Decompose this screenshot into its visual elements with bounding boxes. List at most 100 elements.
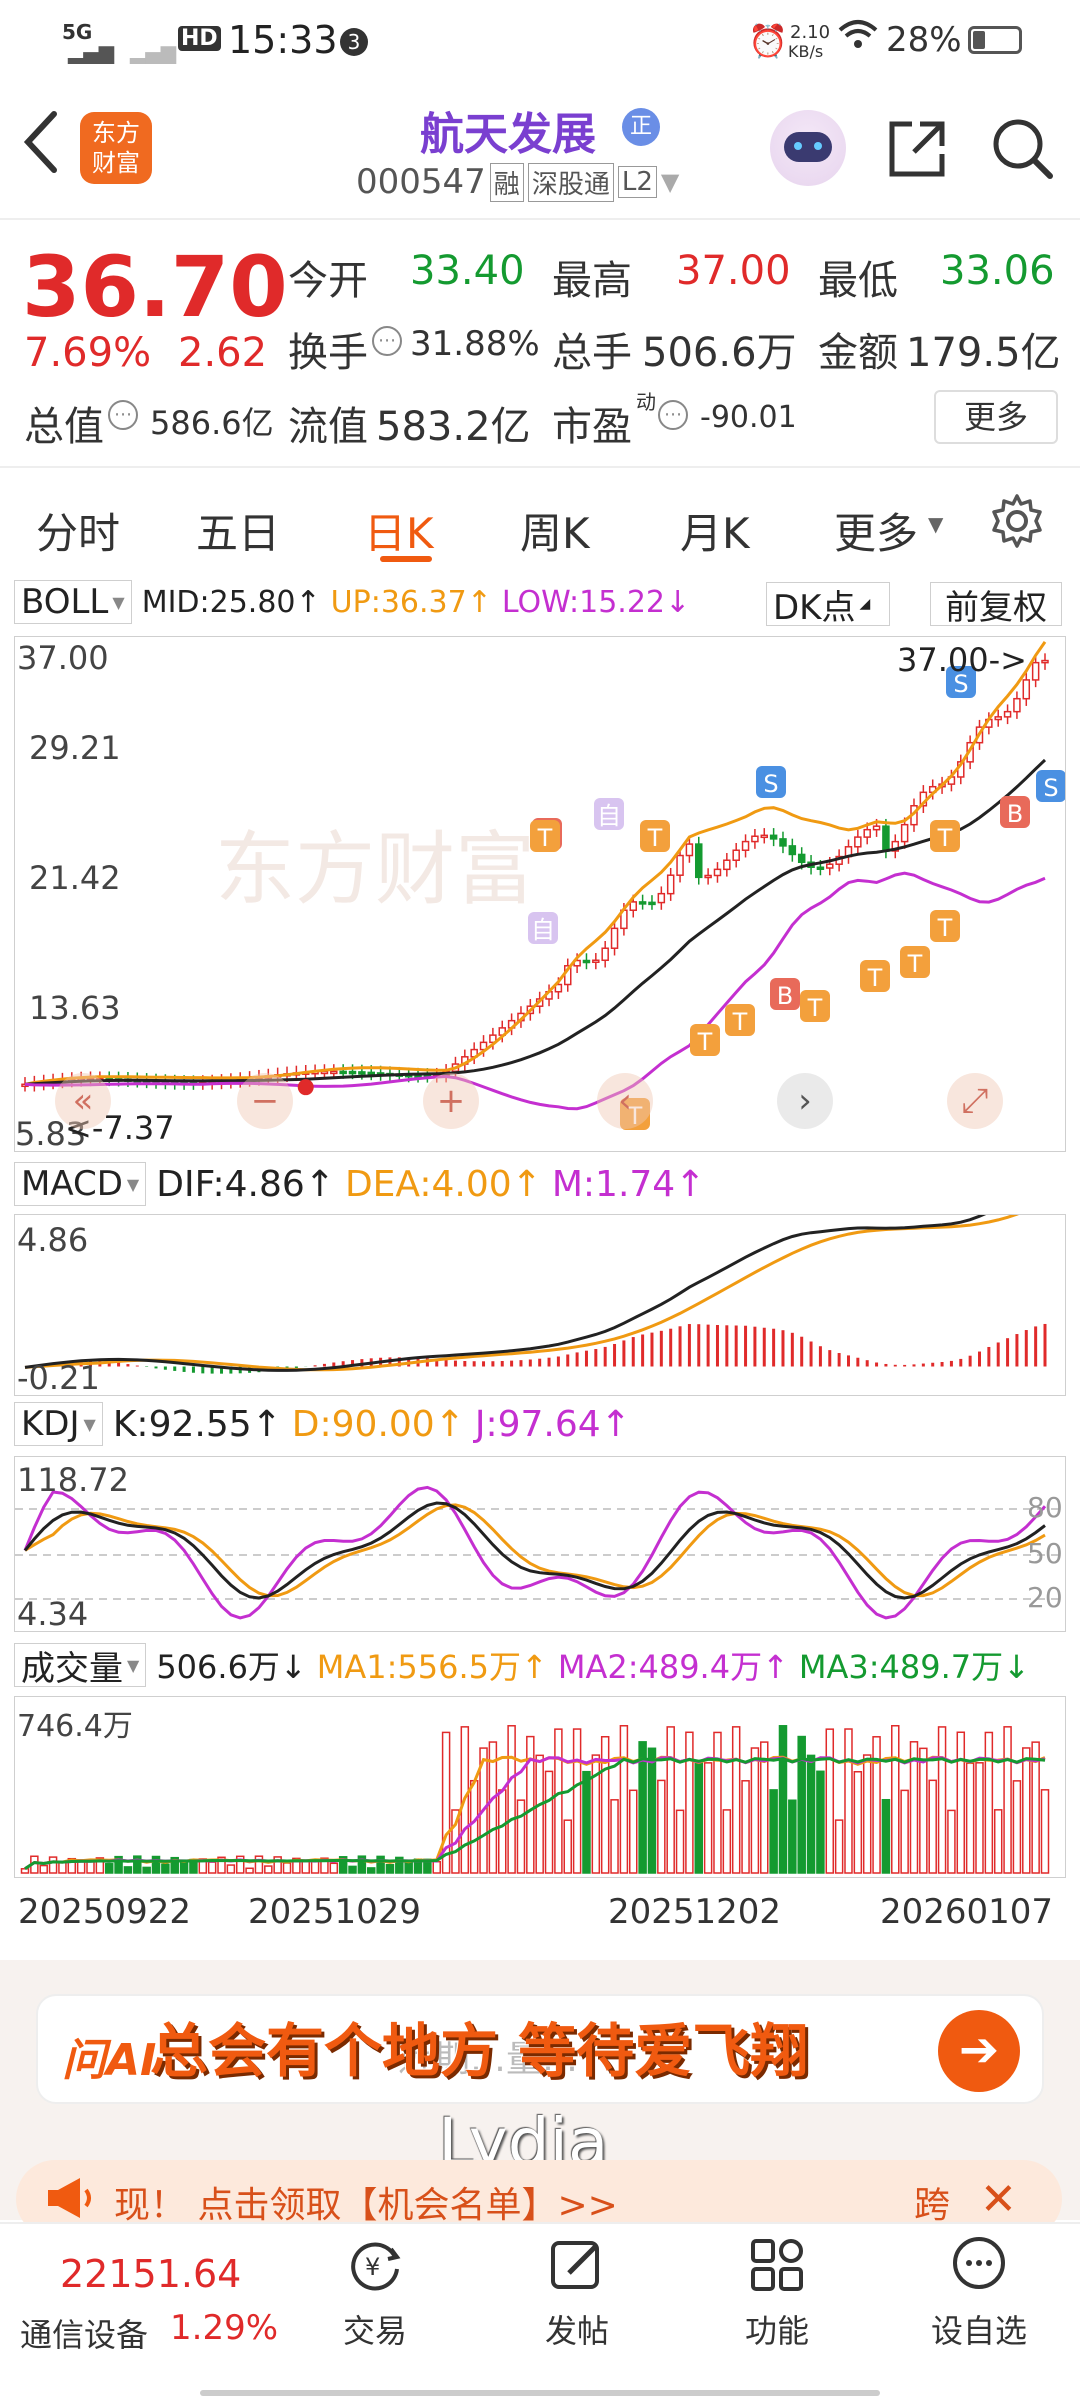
tab-intraday[interactable]: 分时 (36, 509, 121, 558)
candle-body (666, 874, 675, 895)
macd-panel[interactable]: 4.86 -0.21 (14, 1214, 1066, 1397)
svg-text:B: B (1007, 800, 1023, 828)
promo-jump[interactable]: 跨 (914, 2185, 951, 2226)
tab-five-day[interactable]: 五日 (196, 509, 281, 558)
wifi-icon (838, 18, 878, 61)
volume-bar (722, 1809, 732, 1874)
back-icon[interactable] (18, 108, 66, 180)
chat-bubble-icon (904, 2230, 1054, 2300)
nav-function-label: 功能 (744, 2312, 809, 2350)
candle-body (1013, 697, 1021, 713)
nav-function[interactable]: 功能 (702, 2230, 852, 2352)
open-value: 33.40 (410, 248, 525, 294)
caret-down-icon: ▼ (112, 592, 125, 612)
info-icon-2[interactable]: ⋯ (108, 400, 138, 430)
volume-bar (769, 1789, 778, 1874)
gear-icon[interactable] (988, 492, 1046, 554)
ai-ask-bar[interactable]: 问AI 近期…量… ➔ (36, 1994, 1044, 2104)
boll-low-line (24, 871, 1046, 1111)
kdj-panel[interactable]: 118.72 4.34 80 50 20 (14, 1456, 1066, 1633)
dk-point-button[interactable]: DK点 ◢ (766, 582, 890, 628)
svg-text:S: S (953, 670, 968, 698)
candle-body (676, 854, 684, 876)
kdj-name: KDJ (21, 1404, 80, 1444)
indicator-select-volume[interactable]: 成交量 ▼ (14, 1643, 147, 1689)
nav-watchlist[interactable]: 设自选 (904, 2230, 1054, 2352)
header-divider (0, 218, 1080, 220)
share-icon[interactable] (886, 118, 948, 184)
plus-button[interactable]: + (423, 1073, 479, 1129)
kdj-d-line (24, 1503, 1046, 1598)
fq-button[interactable]: 前复权 (930, 582, 1062, 628)
low-label: 最低 (818, 258, 898, 304)
nav-post[interactable]: 发帖 (502, 2230, 652, 2352)
date-label-3: 20260107 (880, 1892, 1054, 1932)
volume-bar (563, 1819, 573, 1874)
signal-badge: T (930, 910, 960, 942)
signal-badge: T (620, 1098, 650, 1130)
volume-bar (385, 1863, 395, 1874)
svg-text:自: 自 (531, 916, 555, 944)
candle-body (601, 947, 609, 962)
volume-bar (535, 1754, 544, 1874)
scroll-right-button[interactable]: › (777, 1073, 833, 1129)
candle-body (769, 834, 778, 840)
volume-bar (572, 1728, 582, 1874)
amount-label: 金额 (818, 330, 898, 376)
stock-code-row[interactable]: 000547 融 深股通 L2 ▼ (356, 162, 679, 202)
candle-body (882, 825, 890, 852)
tab-monthly-k[interactable]: 月K (680, 509, 750, 558)
volume-value: 506.6万 (642, 330, 797, 376)
low-dot (297, 1079, 314, 1096)
tab-weekly-k[interactable]: 周K (520, 509, 590, 558)
volume-panel[interactable]: 746.4万 (14, 1696, 1066, 1878)
volume-bar (685, 1731, 694, 1874)
indicator-select-macd[interactable]: MACD ▼ (14, 1162, 147, 1206)
sector-index[interactable]: 22151.64 通信设备 1.29% (14, 2238, 304, 2358)
close-icon[interactable]: ✕ (980, 2174, 1017, 2225)
indicator-select-kdj[interactable]: KDJ ▼ (14, 1402, 103, 1446)
ai-go-button[interactable]: ➔ (938, 2010, 1020, 2092)
volume-bar (104, 1863, 114, 1874)
zoom-out-button[interactable]: « (55, 1073, 111, 1129)
search-icon[interactable] (990, 116, 1054, 184)
volume-bar (48, 1856, 58, 1874)
volume-bar (666, 1726, 675, 1874)
volume-bar (1003, 1726, 1012, 1874)
kline-panel[interactable]: 东方财富 BBBSSSTTTTTTTTTT自自 37.00 29.21 21.4… (14, 636, 1066, 1153)
tab-daily-k[interactable]: 日K (364, 509, 434, 558)
signal-badge: S (756, 766, 786, 798)
kline-ytick-2: 21.42 (29, 859, 121, 897)
nav-trade[interactable]: ¥ 交易 (300, 2230, 450, 2352)
mktcap-value: 586.6亿 (150, 404, 274, 442)
volume-bar (20, 1868, 30, 1874)
volume-current: 506.6万↓ (156, 1648, 307, 1686)
tab-more[interactable]: 更多 (834, 509, 919, 558)
info-icon-3[interactable]: ⋯ (658, 400, 688, 430)
last-price: 36.70 (22, 238, 288, 336)
signal-badge: T (930, 820, 960, 852)
volume-bar (675, 1809, 685, 1874)
robot-avatar[interactable] (770, 110, 846, 186)
megaphone-icon (44, 2174, 94, 2226)
fullscreen-button[interactable]: ⤢ (947, 1073, 1003, 1129)
candle-body (872, 825, 881, 831)
candle-body (330, 1070, 338, 1075)
volume-bar (909, 1741, 919, 1874)
volume-bar (760, 1741, 769, 1874)
signal-badge: T (900, 946, 930, 978)
volume-header: 成交量 ▼ 506.6万↓ MA1:556.5万↑ MA2:489.4万↑ MA3… (14, 1642, 1030, 1689)
volume-bar (526, 1735, 535, 1874)
svg-text:¥: ¥ (365, 2253, 380, 2281)
volume-bar (366, 1867, 376, 1874)
indicator-select-boll[interactable]: BOLL ▼ (14, 580, 132, 624)
more-button[interactable]: 更多 (934, 390, 1058, 444)
scroll-left-button[interactable]: ‹ (597, 1073, 653, 1129)
candle-body (1041, 659, 1049, 664)
svg-text:T: T (647, 824, 663, 852)
bottom-nav (0, 2222, 1080, 2400)
signal-badge: 自 (594, 798, 624, 830)
info-icon[interactable]: ⋯ (372, 326, 402, 356)
minus-button[interactable]: − (237, 1073, 293, 1129)
volume-bar (114, 1855, 123, 1874)
